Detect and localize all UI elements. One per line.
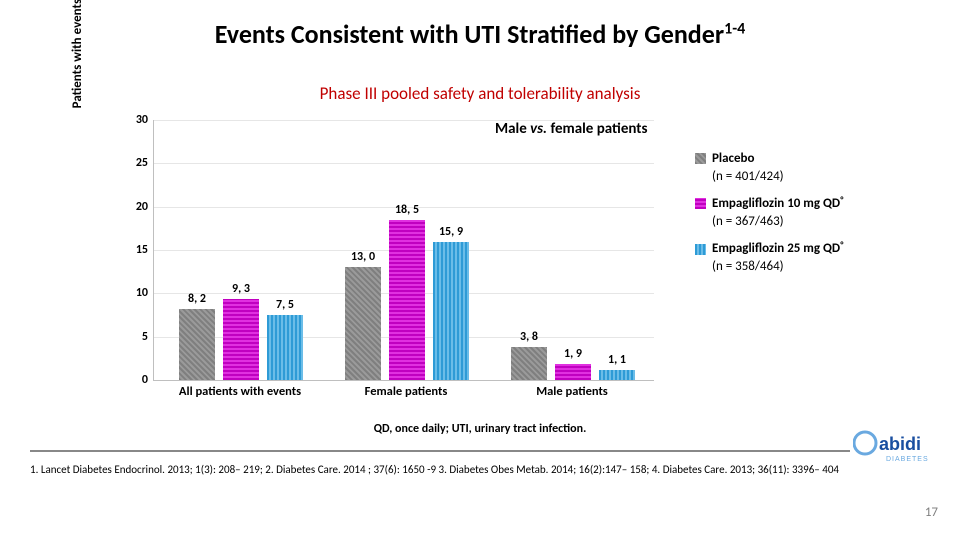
legend-label: Placebo xyxy=(712,151,754,166)
y-tick: 20 xyxy=(124,200,148,214)
chart: Male vs. female patients 0510152025308, … xyxy=(115,120,875,410)
y-tick: 15 xyxy=(124,243,148,257)
plot-area: 0510152025308, 29, 37, 513, 018, 515, 93… xyxy=(153,120,654,381)
bar-value-label: 1, 1 xyxy=(597,353,637,367)
legend-item: Empagliflozin 10 mg QD◦ (n = 367/463) xyxy=(695,195,844,230)
y-tick: 30 xyxy=(124,113,148,127)
bar xyxy=(179,309,215,380)
page-number: 17 xyxy=(925,505,938,520)
legend-item: Placebo (n = 401/424) xyxy=(695,150,844,185)
slide-title: Events Consistent with UTI Stratified by… xyxy=(0,18,960,50)
legend-n: (n = 367/463) xyxy=(712,214,784,229)
legend-marker: ◦ xyxy=(840,191,844,204)
bar xyxy=(555,364,591,380)
logo: abidi DIABETES xyxy=(853,430,938,464)
legend-swatch xyxy=(695,198,706,209)
bar-group: 13, 0 18, 5 15, 9 xyxy=(324,120,490,380)
bar-value-label: 3, 8 xyxy=(509,330,549,344)
bar xyxy=(433,242,469,380)
svg-text:DIABETES: DIABETES xyxy=(886,456,929,463)
y-tick: 10 xyxy=(124,286,148,300)
legend: Placebo (n = 401/424) Empagliflozin 10 mg … xyxy=(695,150,844,285)
bar xyxy=(599,370,635,380)
legend-label: Empagliflozin 25 mg QD xyxy=(712,241,840,256)
title-superscript: 1-4 xyxy=(724,19,745,38)
y-tick: 25 xyxy=(124,156,148,170)
bar-value-label: 18, 5 xyxy=(387,203,427,217)
bar-group: 8, 2 9, 3 7, 5 xyxy=(158,120,324,380)
bar xyxy=(223,299,259,380)
bar xyxy=(345,267,381,380)
title-text: Events Consistent with UTI Stratified by… xyxy=(215,18,724,50)
references: 1. Lancet Diabetes Endocrinol. 2013; 1(3… xyxy=(30,460,850,481)
bar xyxy=(389,220,425,380)
logo-icon: abidi DIABETES xyxy=(853,430,938,464)
bar-value-label: 9, 3 xyxy=(221,282,261,296)
bar-group: 3, 8 1, 9 1, 1 xyxy=(490,120,656,380)
legend-swatch xyxy=(695,153,706,164)
x-category-label: Female patients xyxy=(323,384,489,399)
y-tick: 0 xyxy=(124,373,148,387)
legend-marker: ◦ xyxy=(840,236,844,249)
bar xyxy=(511,347,547,380)
legend-n: (n = 358/464) xyxy=(712,259,784,274)
legend-swatch xyxy=(695,244,706,255)
legend-item: Empagliflozin 25 mg QD◦ (n = 358/464) xyxy=(695,240,844,275)
abbrev-footnote: QD, once daily; UTI, urinary tract infec… xyxy=(0,422,960,436)
bar xyxy=(267,315,303,380)
legend-n: (n = 401/424) xyxy=(712,169,784,184)
bar-value-label: 13, 0 xyxy=(343,250,383,264)
bar-value-label: 7, 5 xyxy=(265,298,305,312)
svg-text:abidi: abidi xyxy=(879,434,921,454)
x-category-label: All patients with events xyxy=(157,384,323,399)
bar-value-label: 1, 9 xyxy=(553,347,593,361)
bar-value-label: 8, 2 xyxy=(177,292,217,306)
bar-value-label: 15, 9 xyxy=(431,225,471,239)
divider xyxy=(30,450,850,452)
y-axis-label: Patients with events consistent with UTI… xyxy=(70,0,85,130)
x-category-label: Male patients xyxy=(489,384,655,399)
y-tick: 5 xyxy=(124,330,148,344)
slide-subtitle: Phase III pooled safety and tolerability… xyxy=(0,83,960,104)
legend-label: Empagliflozin 10 mg QD xyxy=(712,196,840,211)
